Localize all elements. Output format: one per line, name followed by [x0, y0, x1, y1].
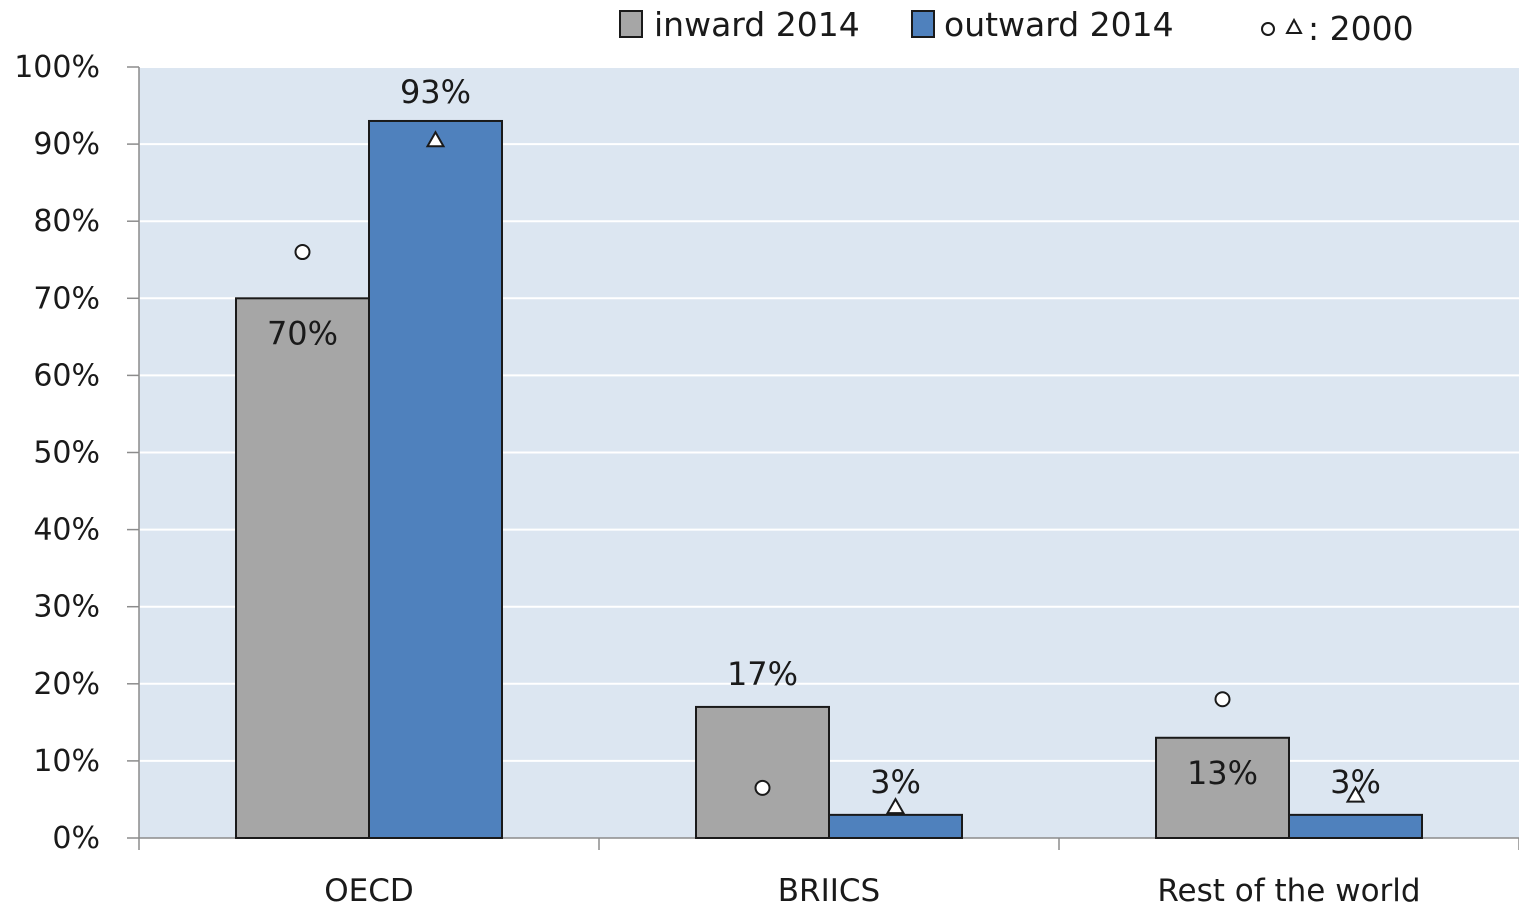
data-label-inward: 70% — [267, 314, 338, 352]
y-tick-label: 30% — [33, 590, 100, 625]
y-tick-label: 10% — [33, 744, 100, 779]
y-tick-label: 90% — [33, 127, 100, 162]
marker-2000-circle — [294, 244, 311, 261]
y-tick-label: 60% — [33, 358, 100, 393]
bar-outward — [368, 119, 503, 840]
data-label-outward: 3% — [1330, 763, 1381, 801]
legend-marker-circle — [1261, 22, 1275, 36]
marker-2000-triangle — [1345, 785, 1366, 803]
data-label-inward: 17% — [727, 655, 798, 693]
y-tick-label: 70% — [33, 281, 100, 316]
data-label-outward: 3% — [870, 763, 921, 801]
legend-label-2000-visible: : 2000 — [1308, 9, 1414, 48]
legend-marker-triangle — [1285, 17, 1303, 34]
x-category-label: OECD — [324, 873, 414, 909]
data-label-inward: 13% — [1187, 754, 1258, 792]
marker-2000-triangle — [425, 130, 446, 148]
y-tick-label: 80% — [33, 204, 100, 239]
marker-2000-triangle — [885, 797, 906, 815]
legend-swatch-inward — [619, 10, 643, 38]
y-tick-label: 100% — [14, 50, 100, 85]
marker-2000-circle — [1214, 691, 1231, 708]
bars — [235, 119, 1423, 840]
legend-label-inward: inward 2014 — [654, 5, 860, 44]
marker-2000-circle — [754, 779, 771, 796]
y-tick-label: 0% — [52, 821, 100, 856]
x-category-label: Rest of the world — [1157, 873, 1420, 909]
data-labels: 70% 17% 13% 93% 3% 3% — [267, 73, 1381, 801]
axes: 0% 10% 20% 30% 40% 50% 60% 70% 80% 90% 100% OECD BRI… — [14, 50, 1519, 909]
bar-outward — [1288, 813, 1423, 839]
x-category-label: BRIICS — [778, 873, 880, 909]
bar-inward — [235, 297, 370, 839]
legend-label-outward: outward 2014 — [944, 5, 1174, 44]
legend-swatch-outward — [911, 10, 935, 38]
y-tick-label: 20% — [33, 667, 100, 702]
data-label-outward: 93% — [400, 73, 471, 111]
bar-outward — [828, 813, 963, 839]
bar-inward — [695, 705, 830, 839]
bar-inward — [1155, 736, 1290, 840]
y-tick-label: 50% — [33, 436, 100, 471]
markers-2000 — [294, 130, 1366, 815]
y-tick-label: 40% — [33, 513, 100, 548]
